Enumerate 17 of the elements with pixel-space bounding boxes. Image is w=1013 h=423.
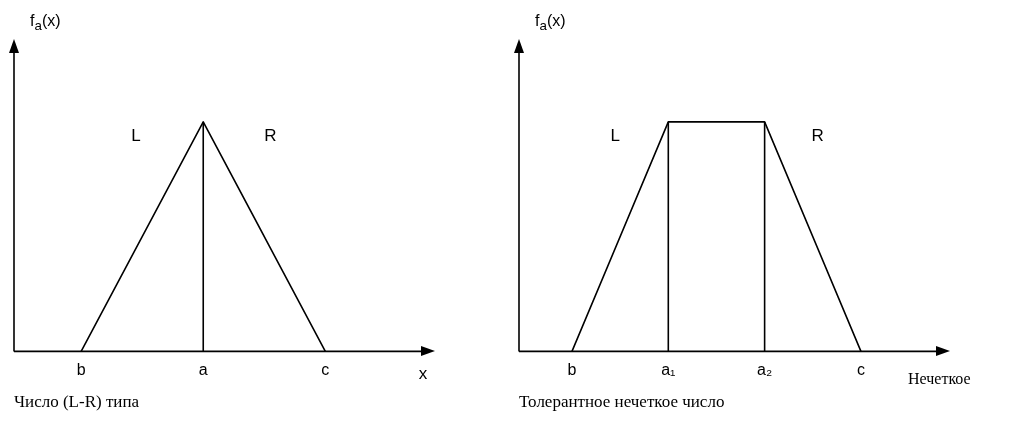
annotation: R <box>811 125 824 145</box>
y-axis-title: f$_{a}$(x) <box>30 12 61 34</box>
annotation: R <box>264 125 277 145</box>
x-tick-label: c <box>856 361 865 379</box>
annotation: L <box>131 125 141 145</box>
text: Число (L-R) типа <box>14 392 140 412</box>
x-axis-title: Нечеткое <box>908 369 971 387</box>
x-tick-label: a₁ <box>661 361 676 379</box>
x-tick-label: a₂ <box>757 361 773 379</box>
x-axis-title: x <box>418 363 428 383</box>
annotation: L <box>610 125 621 145</box>
x-tick-label: a <box>198 361 208 379</box>
text: Толерантное нечеткое число <box>519 392 725 412</box>
x-tick-label: b <box>76 361 86 379</box>
x-tick-label: b <box>567 361 577 379</box>
x-tick-label: c <box>321 361 330 379</box>
y-axis-title: f$_{a}$(x) <box>535 12 566 34</box>
